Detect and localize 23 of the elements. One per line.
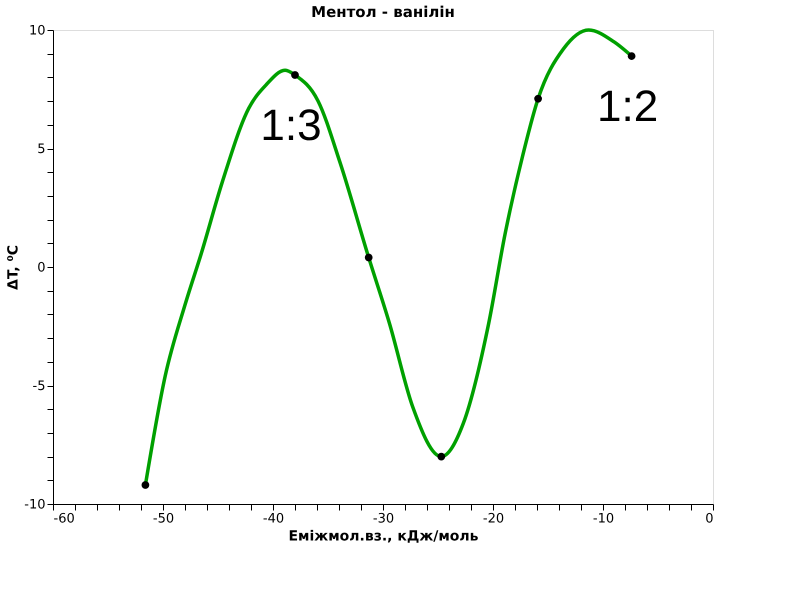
annotation: 1:2 <box>597 82 658 132</box>
point <box>437 452 446 460</box>
y-tick-label: 10 <box>28 24 46 38</box>
point <box>364 254 373 262</box>
annotation: 1:3 <box>260 101 322 150</box>
y-tick-label: -10 <box>24 498 46 512</box>
x-tick-label: -40 <box>262 512 284 526</box>
point <box>628 52 636 60</box>
x-tick-label: -60 <box>54 512 75 526</box>
chart-title: Ментол - ванілін <box>311 3 455 21</box>
x-tick-label: -10 <box>592 512 614 526</box>
y-tick-label: -5 <box>32 379 46 394</box>
y-tick-label: 5 <box>37 142 46 157</box>
point <box>142 481 150 489</box>
x-tick-label: -30 <box>372 512 394 526</box>
x-tick-label: -50 <box>152 512 174 526</box>
point <box>534 94 542 103</box>
x-axis-title: Eміжмол.вз., кДж/моль <box>288 528 479 544</box>
point <box>291 71 299 79</box>
x-tick-label: 0 <box>705 512 714 526</box>
y-axis-title: ΔT, ⁰C <box>5 245 22 290</box>
x-tick-label: -20 <box>482 512 504 526</box>
y-tick-label: 0 <box>37 260 46 276</box>
